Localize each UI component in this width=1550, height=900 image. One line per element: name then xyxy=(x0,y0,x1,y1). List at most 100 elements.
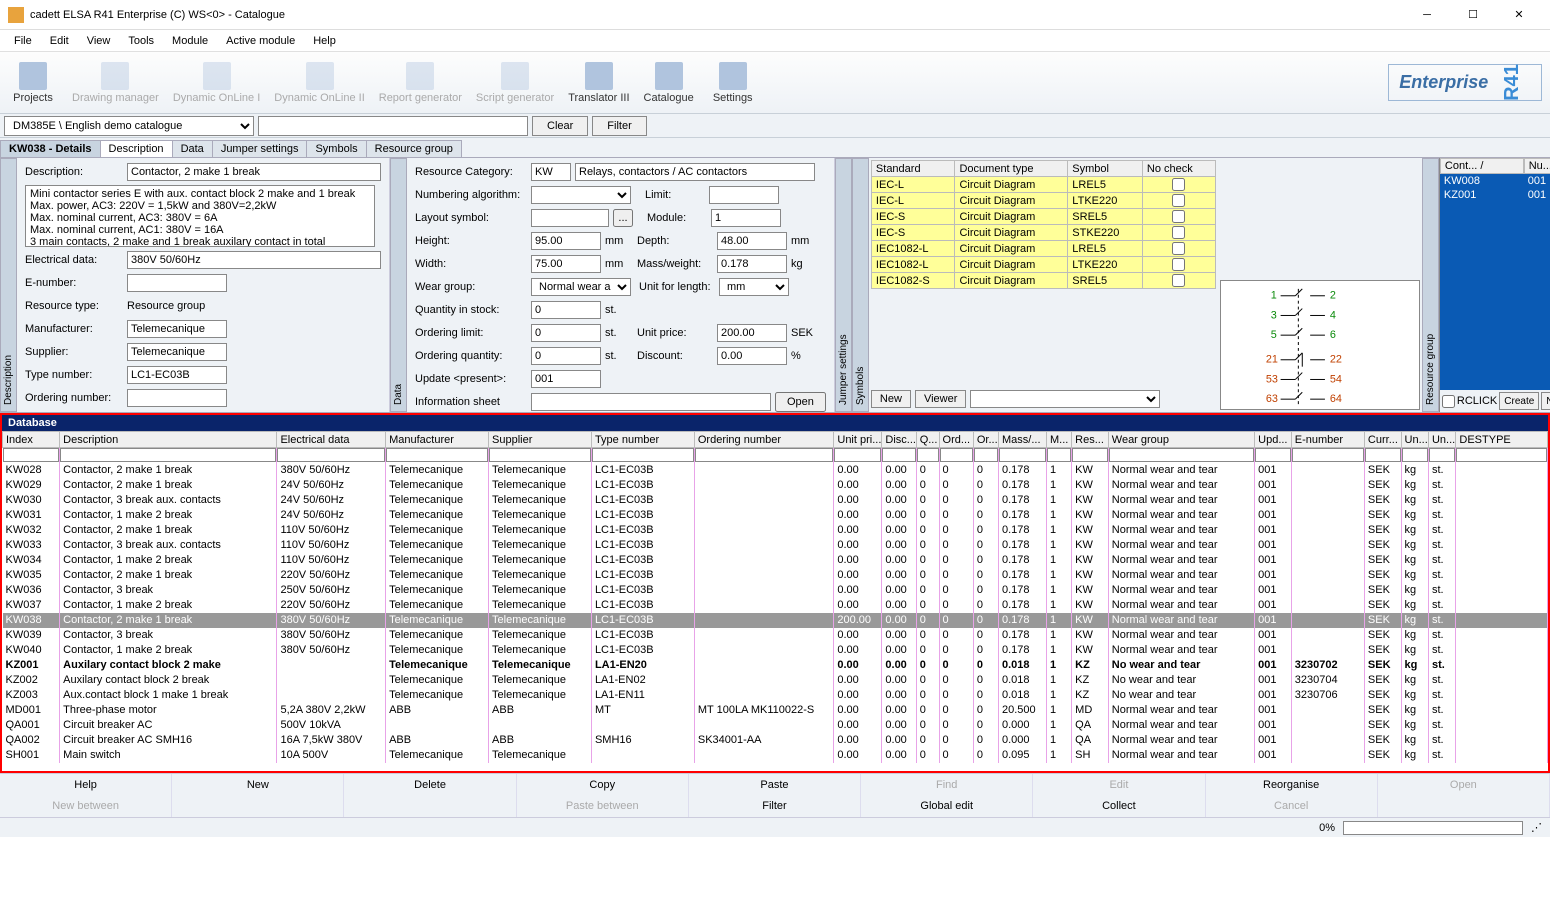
db-filter-input[interactable] xyxy=(1292,448,1364,462)
res-create-button[interactable]: Create xyxy=(1499,392,1539,410)
db-header[interactable]: Electrical data xyxy=(277,432,386,448)
tab-data[interactable]: Data xyxy=(172,140,213,157)
rclick-checkbox[interactable] xyxy=(1442,395,1455,408)
db-header[interactable]: E-number xyxy=(1291,432,1364,448)
nocheck-checkbox[interactable] xyxy=(1172,258,1185,271)
width-input[interactable] xyxy=(531,255,601,273)
menu-help[interactable]: Help xyxy=(305,33,344,49)
menu-module[interactable]: Module xyxy=(164,33,216,49)
nocheck-checkbox[interactable] xyxy=(1172,242,1185,255)
layoutsym-input[interactable] xyxy=(531,209,609,227)
btn-reorganise[interactable]: Reorganise xyxy=(1206,774,1378,796)
db-header[interactable]: Unit pri... xyxy=(834,432,882,448)
db-filter-input[interactable] xyxy=(882,448,915,462)
electrical-input[interactable] xyxy=(127,251,381,269)
vtab-jumper[interactable]: Jumper settings xyxy=(835,158,852,412)
db-header[interactable]: M... xyxy=(1047,432,1072,448)
db-row[interactable]: KW037Contactor, 1 make 2 break220V 50/60… xyxy=(3,598,1548,613)
db-row[interactable]: KW036Contactor, 3 break250V 50/60HzTelem… xyxy=(3,583,1548,598)
vtab-symbols[interactable]: Symbols xyxy=(852,158,869,412)
db-filter-input[interactable] xyxy=(277,448,385,462)
btn-filter[interactable]: Filter xyxy=(689,796,861,818)
db-filter-input[interactable] xyxy=(1365,448,1401,462)
nocheck-checkbox[interactable] xyxy=(1172,274,1185,287)
menu-tools[interactable]: Tools xyxy=(120,33,162,49)
db-filter-input[interactable] xyxy=(940,448,973,462)
db-header[interactable]: Ord... xyxy=(939,432,973,448)
db-row[interactable]: QA002Circuit breaker AC SMH1616A 7,5kW 3… xyxy=(3,733,1548,748)
height-input[interactable] xyxy=(531,232,601,250)
ordnum-input[interactable] xyxy=(127,389,227,407)
nocheck-checkbox[interactable] xyxy=(1172,194,1185,207)
open-infosheet-button[interactable]: Open xyxy=(775,392,826,412)
db-filter-input[interactable] xyxy=(999,448,1046,462)
symbols-viewer-button[interactable]: Viewer xyxy=(915,390,966,408)
nocheck-checkbox[interactable] xyxy=(1172,210,1185,223)
vtab-description[interactable]: Description xyxy=(0,158,17,412)
toolbar-settings[interactable]: Settings xyxy=(708,62,758,104)
infosheet-input[interactable] xyxy=(531,393,771,411)
description-input[interactable] xyxy=(127,163,381,181)
db-row[interactable]: KW034Contactor, 1 make 2 break110V 50/60… xyxy=(3,553,1548,568)
db-header[interactable]: Q... xyxy=(916,432,939,448)
db-row[interactable]: KW039Contactor, 3 break380V 50/60HzTelem… xyxy=(3,628,1548,643)
db-row[interactable]: QA001Circuit breaker AC500V 10kVA0.000.0… xyxy=(3,718,1548,733)
tab-resgroup[interactable]: Resource group xyxy=(366,140,462,157)
db-header[interactable]: Supplier xyxy=(489,432,592,448)
resource-row[interactable]: KW008001 xyxy=(1440,174,1550,188)
clear-button[interactable]: Clear xyxy=(532,116,588,136)
rescat-code-input[interactable] xyxy=(531,163,571,181)
db-filter-input[interactable] xyxy=(695,448,834,462)
db-header[interactable]: Ordering number xyxy=(694,432,834,448)
symbol-row[interactable]: IEC-LCircuit DiagramLREL5 xyxy=(871,177,1215,193)
db-filter-input[interactable] xyxy=(60,448,276,462)
supplier-input[interactable] xyxy=(127,343,227,361)
vtab-data[interactable]: Data xyxy=(390,158,407,412)
symbol-row[interactable]: IEC1082-LCircuit DiagramLTKE220 xyxy=(871,257,1215,273)
symbol-row[interactable]: IEC-SCircuit DiagramSREL5 xyxy=(871,209,1215,225)
close-button[interactable]: ✕ xyxy=(1496,0,1542,30)
menu-edit[interactable]: Edit xyxy=(42,33,77,49)
db-filter-input[interactable] xyxy=(3,448,60,462)
btn-delete[interactable]: Delete xyxy=(344,774,516,796)
resource-row[interactable]: KZ001001 xyxy=(1440,188,1550,202)
module-input[interactable] xyxy=(711,209,781,227)
db-header[interactable]: Or... xyxy=(973,432,998,448)
db-row[interactable]: MD001Three-phase motor5,2A 380V 2,2kWABB… xyxy=(3,703,1548,718)
mass-input[interactable] xyxy=(717,255,787,273)
db-row[interactable]: KW038Contactor, 2 make 1 break380V 50/60… xyxy=(3,613,1548,628)
db-header[interactable]: Un... xyxy=(1428,432,1455,448)
db-header[interactable]: Index xyxy=(3,432,60,448)
database-table[interactable]: IndexDescriptionElectrical dataManufactu… xyxy=(2,431,1548,763)
tab-description[interactable]: Description xyxy=(100,140,173,157)
toolbar-translator-iii[interactable]: Translator III xyxy=(568,62,629,104)
db-filter-input[interactable] xyxy=(974,448,998,462)
db-header[interactable]: Description xyxy=(60,432,277,448)
symbol-row[interactable]: IEC-SCircuit DiagramSTKE220 xyxy=(871,225,1215,241)
db-row[interactable]: KZ002Auxilary contact block 2 breakTelem… xyxy=(3,673,1548,688)
res-new-button[interactable]: New xyxy=(1541,392,1550,410)
symbols-new-button[interactable]: New xyxy=(871,390,911,408)
layoutsym-browse-button[interactable]: ... xyxy=(613,209,633,227)
ordqty-input[interactable] xyxy=(531,347,601,365)
filter-button[interactable]: Filter xyxy=(592,116,646,136)
db-row[interactable]: KZ003Aux.contact block 1 make 1 breakTel… xyxy=(3,688,1548,703)
db-filter-input[interactable] xyxy=(1402,448,1428,462)
db-header[interactable]: Mass/... xyxy=(999,432,1047,448)
btn-paste[interactable]: Paste xyxy=(689,774,861,796)
db-row[interactable]: KW040Contactor, 1 make 2 break380V 50/60… xyxy=(3,643,1548,658)
ordlimit-input[interactable] xyxy=(531,324,601,342)
db-row[interactable]: KW033Contactor, 3 break aux. contacts110… xyxy=(3,538,1548,553)
db-row[interactable]: KZ001Auxilary contact block 2 makeTeleme… xyxy=(3,658,1548,673)
qtystock-input[interactable] xyxy=(531,301,601,319)
tab-jumper[interactable]: Jumper settings xyxy=(212,140,308,157)
db-header[interactable]: Type number xyxy=(591,432,694,448)
db-filter-input[interactable] xyxy=(1109,448,1254,462)
db-header[interactable]: Manufacturer xyxy=(386,432,489,448)
symbol-row[interactable]: IEC1082-SCircuit DiagramSREL5 xyxy=(871,273,1215,289)
manufacturer-input[interactable] xyxy=(127,320,227,338)
btn-new[interactable]: New xyxy=(172,774,344,796)
minimize-button[interactable]: ─ xyxy=(1404,0,1450,30)
db-header[interactable]: DESTYPE xyxy=(1456,432,1548,448)
toolbar-projects[interactable]: Projects xyxy=(8,62,58,104)
